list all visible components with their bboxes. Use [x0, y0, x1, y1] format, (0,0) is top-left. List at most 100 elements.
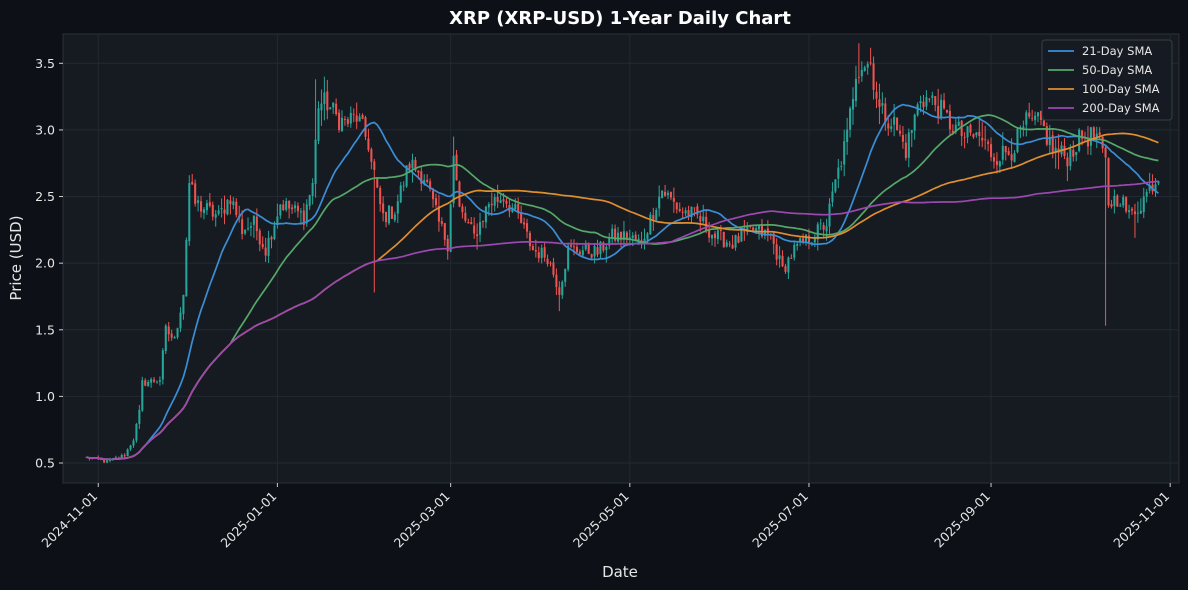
candle-body-up [217, 210, 220, 214]
candle-body-down [951, 130, 954, 133]
candle-body-down [520, 213, 523, 223]
candle-body-down [728, 243, 731, 245]
candle-body-down [896, 117, 899, 130]
candle-body-up [423, 180, 426, 185]
candle-body-up [396, 201, 399, 214]
candle-body-down [241, 219, 244, 234]
candle-body-down [737, 236, 740, 243]
candle-body-down [708, 229, 711, 238]
candle-body-up [661, 190, 664, 199]
candle-body-down [775, 244, 778, 260]
y-tick-label: 1.5 [35, 322, 55, 337]
candle-body-down [984, 139, 987, 141]
candle-body-down [969, 124, 972, 133]
candle-body-up [567, 245, 570, 270]
candle-body-up [220, 207, 223, 210]
candle-body-up [1037, 112, 1040, 117]
candle-body-down [822, 224, 825, 230]
candle-body-up [126, 449, 129, 457]
candle-body-up [890, 126, 893, 129]
candle-body-down [335, 103, 338, 115]
candle-body-up [1095, 133, 1098, 138]
candle-body-up [957, 121, 960, 126]
candle-body-down [781, 255, 784, 267]
candle-body-up [1075, 152, 1078, 155]
candle-body-down [652, 215, 655, 220]
candle-body-up [308, 195, 311, 206]
candle-body-down [270, 237, 273, 240]
candle-body-up [631, 235, 634, 239]
candle-body-up [799, 238, 802, 243]
candle-body-down [807, 235, 810, 244]
candle-body-down [887, 123, 890, 129]
candle-body-up [276, 216, 279, 225]
candle-body-down [1007, 151, 1010, 155]
sma-line-21 [86, 103, 1159, 461]
y-tick-label: 2.0 [35, 256, 55, 271]
candle-body-down [1010, 154, 1013, 161]
candle-body-up [787, 257, 790, 273]
candle-body-up [114, 457, 117, 459]
candle-body-up [226, 199, 229, 215]
candle-body-up [1148, 185, 1151, 191]
candle-body-down [211, 204, 214, 217]
candle-body-down [546, 258, 549, 265]
y-tick-label: 3.5 [35, 56, 55, 71]
candle-body-down [945, 110, 949, 113]
candle-body-down [602, 242, 605, 251]
candle-body-up [1019, 127, 1022, 128]
candle-body-up [831, 191, 834, 203]
candle-body-down [640, 239, 643, 241]
candle-body-down [455, 154, 458, 181]
y-tick-label: 2.5 [35, 189, 55, 204]
candle-body-down [490, 203, 493, 206]
candle-body-down [1110, 204, 1113, 207]
candle-body-down [875, 91, 878, 99]
candle-body-up [854, 78, 857, 102]
candle-body-up [599, 241, 602, 254]
candle-body-up [849, 108, 852, 130]
candle-body-up [399, 185, 402, 203]
y-tick-label: 0.5 [35, 456, 55, 471]
candle-body-down [1051, 135, 1054, 153]
candle-body-down [884, 103, 887, 123]
candle-body-down [555, 274, 558, 288]
candle-body-up [273, 225, 276, 240]
candle-body-down [1042, 120, 1045, 127]
candle-body-up [358, 116, 361, 122]
candle-body-down [990, 144, 993, 158]
candle-body-down [502, 199, 505, 202]
candle-body-down [464, 212, 467, 221]
candle-body-down [578, 251, 581, 255]
candle-body-up [493, 197, 496, 206]
candle-body-down [434, 198, 438, 206]
candle-body-up [913, 114, 916, 131]
candle-body-down [528, 232, 531, 247]
candle-body-down [235, 201, 238, 215]
candle-body-up [161, 350, 164, 380]
candle-body-up [916, 104, 919, 116]
candle-body-up [851, 98, 855, 110]
candle-body-down [355, 115, 358, 122]
candle-body-up [205, 203, 208, 211]
candle-body-down [1086, 139, 1089, 147]
candle-body-up [1154, 184, 1157, 192]
candle-body-up [581, 250, 584, 256]
candle-body-up [244, 230, 247, 234]
candle-body-up [716, 230, 719, 240]
candle-body-up [893, 116, 896, 125]
candle-body-down [549, 262, 552, 264]
candle-body-down [288, 200, 291, 209]
candle-body-down [872, 63, 875, 90]
candle-body-up [819, 223, 822, 225]
candle-body-down [467, 222, 470, 224]
candle-body-up [1013, 153, 1016, 162]
candle-body-down [992, 157, 996, 162]
candle-body-down [373, 161, 376, 170]
candle-body-up [1157, 181, 1160, 184]
candle-body-down [1081, 130, 1084, 139]
candle-body-down [672, 197, 675, 202]
candle-body-up [866, 63, 869, 68]
candle-body-up [311, 183, 314, 196]
candle-body-up [975, 132, 978, 136]
